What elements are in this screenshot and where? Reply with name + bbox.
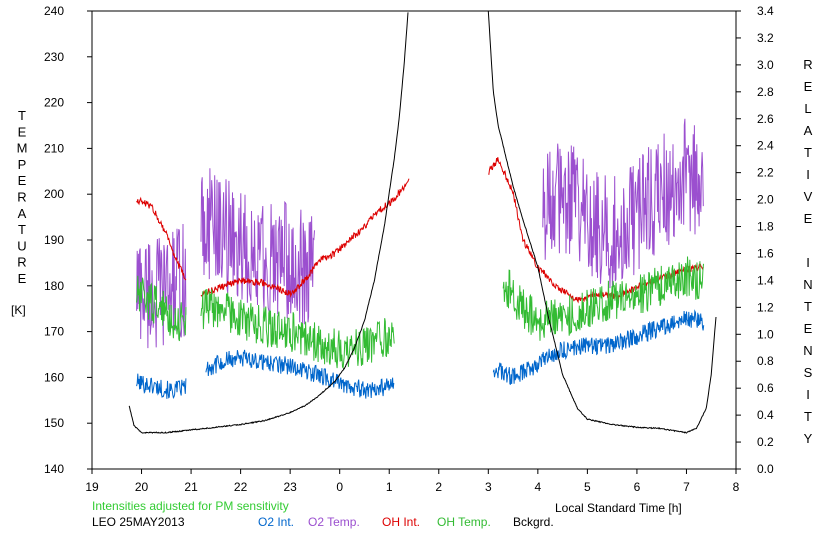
- right-axis-title-letter: A: [804, 123, 813, 138]
- x-tick-label: 19: [85, 480, 99, 494]
- y-left-tick-label: 210: [44, 141, 64, 155]
- series-line-bckgrd: [128, 12, 409, 434]
- series-line-o2-int: [205, 349, 395, 399]
- station-date: LEO 25MAY2013: [92, 515, 185, 529]
- y-left-tick-label: 150: [44, 416, 64, 430]
- y-right-tick-label: 3.4: [757, 4, 774, 18]
- y-right-tick-label: 3.0: [757, 58, 774, 72]
- y-left-tick-label: 200: [44, 187, 64, 201]
- y-left-tick-label: 220: [44, 96, 64, 110]
- right-axis-title-letter: N: [803, 277, 812, 292]
- x-tick-label: 6: [634, 480, 641, 494]
- right-axis-title-letter: R: [803, 57, 812, 72]
- right-axis-title-letter: Y: [804, 431, 813, 446]
- y-left-tick-label: 170: [44, 325, 64, 339]
- legend-oh-temp: OH Temp.: [437, 515, 491, 529]
- x-tick-label: 0: [336, 480, 343, 494]
- y-right-tick-label: 0.0: [757, 462, 774, 476]
- series-line-oh-temp: [502, 256, 704, 341]
- right-axis-title-letter: I: [806, 167, 810, 182]
- left-axis-title-letter: M: [17, 141, 28, 156]
- y-right-tick-label: 2.8: [757, 85, 774, 99]
- series-line-oh-int: [200, 178, 410, 298]
- y-right-tick-label: 2.6: [757, 112, 774, 126]
- x-tick-label: 20: [135, 480, 149, 494]
- y-right-tick-label: 0.4: [757, 408, 774, 422]
- right-axis-title-letter: I: [806, 255, 810, 270]
- right-axis-title-letter: T: [804, 145, 812, 160]
- y-right-tick-label: 1.0: [757, 327, 774, 341]
- legend-oh-int: OH Int.: [382, 515, 420, 529]
- x-tick-label: 23: [283, 480, 297, 494]
- y-right-tick-label: 1.8: [757, 220, 774, 234]
- y-left-tick-label: 140: [44, 462, 64, 476]
- y-right-tick-label: 0.2: [757, 435, 774, 449]
- right-axis-title-letter: L: [804, 101, 811, 116]
- sensitivity-note: Intensities adjusted for PM sensitivity: [92, 499, 289, 513]
- right-axis-title-letter: T: [804, 299, 812, 314]
- y-left-tick-label: 160: [44, 370, 64, 384]
- series-line-oh-temp: [136, 275, 187, 342]
- legend: O2 Int. O2 Temp. OH Int. OH Temp. Bckgrd…: [258, 515, 554, 529]
- left-axis-title-letter: U: [17, 238, 26, 253]
- series-line-oh-int: [136, 196, 187, 281]
- x-tick-label: 21: [184, 480, 198, 494]
- series-line-o2-temp: [542, 118, 704, 289]
- left-axis-title-letter: E: [18, 173, 27, 188]
- left-axis-title-letter: T: [18, 108, 26, 123]
- x-tick-label: 4: [535, 480, 542, 494]
- left-axis-title-letter: T: [18, 222, 26, 237]
- y-right-tick-label: 0.6: [757, 381, 774, 395]
- y-left-tick-label: 230: [44, 50, 64, 64]
- series-layer: [128, 11, 717, 434]
- left-axis-title-letter: P: [18, 157, 27, 172]
- y-right-tick-label: 1.2: [757, 300, 774, 314]
- series-line-o2-temp: [200, 168, 315, 325]
- left-axis-title-letter: R: [17, 190, 26, 205]
- right-axis-title-letter: E: [804, 79, 813, 94]
- right-axis-title-letter: S: [804, 365, 813, 380]
- y-left-tick-label: 240: [44, 4, 64, 18]
- x-tick-label: 5: [584, 480, 591, 494]
- y-right-tick-label: 2.0: [757, 193, 774, 207]
- left-axis-title-letter: E: [18, 271, 27, 286]
- y-left-tick-label: 190: [44, 233, 64, 247]
- series-line-o2-int: [492, 309, 705, 385]
- x-tick-label: 22: [234, 480, 248, 494]
- left-axis-title-letter: R: [17, 255, 26, 270]
- x-tick-label: 7: [683, 480, 690, 494]
- series-line-bckgrd: [487, 11, 717, 434]
- right-axis-title-letter: E: [804, 321, 813, 336]
- right-axis-title-letter: I: [806, 387, 810, 402]
- y-right-tick-label: 1.4: [757, 273, 774, 287]
- y-left-tick-label: 180: [44, 279, 64, 293]
- x-tick-label: 8: [733, 480, 740, 494]
- y-right-tick-label: 0.8: [757, 354, 774, 368]
- y-right-tick-label: 3.2: [757, 31, 774, 45]
- x-tick-label: 3: [485, 480, 492, 494]
- legend-o2-temp: O2 Temp.: [308, 515, 360, 529]
- legend-o2-int: O2 Int.: [258, 515, 294, 529]
- y-right-tick-label: 2.2: [757, 166, 774, 180]
- right-axis-title-letter: T: [804, 409, 812, 424]
- y-right-tick-label: 1.6: [757, 246, 774, 260]
- x-axis-label: Local Standard Time [h]: [555, 501, 682, 515]
- right-axis-title-letter: V: [804, 189, 813, 204]
- y-right-tick-label: 2.4: [757, 139, 774, 153]
- axes-layer: 19 20 21 22 23 0 1 2 3 4 5 6 7 8140150160170180190200…: [44, 4, 774, 494]
- right-axis-title-letter: N: [803, 343, 812, 358]
- x-tick-label: 1: [386, 480, 393, 494]
- series-line-oh-temp: [200, 288, 395, 370]
- left-axis-unit: [K]: [11, 303, 26, 317]
- right-axis-title-letter: E: [804, 211, 813, 226]
- left-axis-title-letter: E: [18, 124, 27, 139]
- series-line-o2-int: [136, 373, 187, 399]
- left-axis-title-letter: A: [18, 206, 27, 221]
- x-tick-label: 2: [435, 480, 442, 494]
- legend-bckgrd: Bckgrd.: [513, 515, 554, 529]
